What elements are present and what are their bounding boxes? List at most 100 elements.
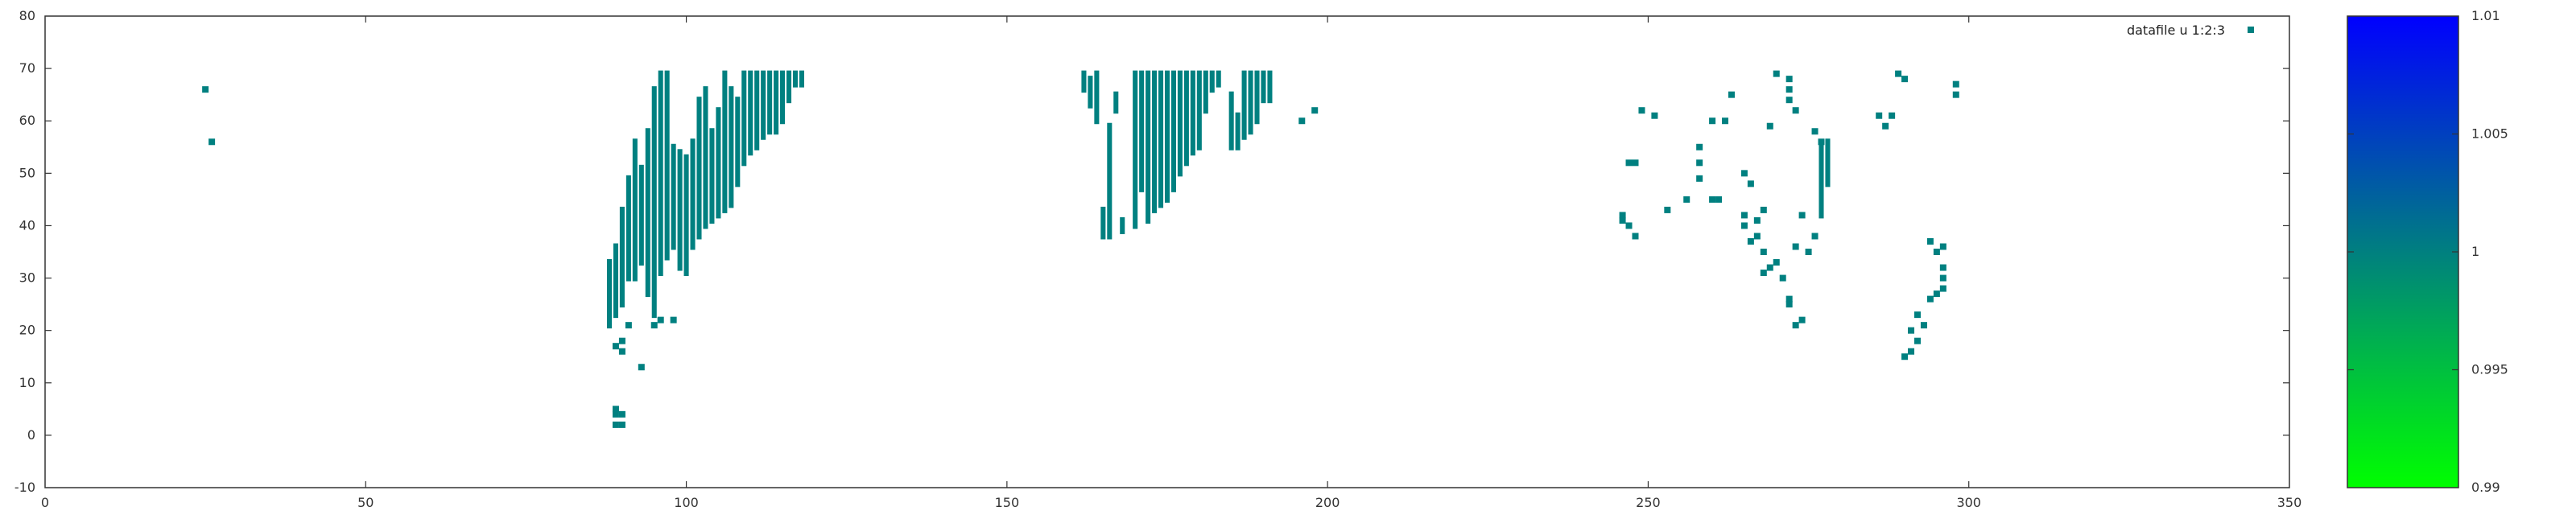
data-point (1811, 233, 1818, 240)
data-point (1811, 128, 1818, 135)
data-point (1740, 222, 1748, 229)
data-point-run (696, 97, 702, 240)
data-point-run (1081, 70, 1087, 93)
data-point (1740, 170, 1748, 177)
data-point (1901, 353, 1909, 360)
data-point (1913, 337, 1921, 344)
data-point (1632, 233, 1639, 240)
data-point (638, 364, 645, 371)
data-point-run (1152, 70, 1158, 213)
data-point-run (1139, 70, 1145, 192)
y-tick-label: 80 (19, 8, 35, 23)
data-point (1785, 76, 1793, 83)
data-point (670, 316, 677, 323)
data-point-run (780, 70, 786, 125)
data-point-run (1133, 70, 1138, 229)
data-point-run (645, 128, 650, 298)
data-point-run (1818, 143, 1824, 219)
data-point-run (1183, 70, 1189, 167)
data-point (1728, 91, 1735, 98)
data-point-run (1190, 70, 1195, 156)
x-tick-label: 200 (1315, 495, 1340, 510)
data-point (1664, 206, 1671, 213)
colorbar-tick-label: 0.99 (2471, 480, 2500, 495)
data-point-run (1254, 70, 1260, 125)
data-point (1760, 249, 1767, 255)
data-point-run (722, 70, 728, 213)
colorbar-tick-label: 1 (2471, 244, 2479, 259)
data-point (1952, 80, 1959, 88)
data-point-run (1825, 138, 1831, 187)
data-point (1696, 159, 1703, 167)
data-point (1889, 112, 1896, 119)
data-point-run (1088, 76, 1093, 109)
colorbar-tick-label: 1.005 (2471, 126, 2508, 142)
data-point (1311, 107, 1319, 114)
data-point (1651, 112, 1658, 119)
data-point (1939, 264, 1946, 271)
data-point-run (1267, 70, 1273, 104)
data-point (618, 421, 625, 428)
data-point-run (619, 206, 625, 308)
data-point-run (1216, 70, 1221, 88)
data-point (1913, 311, 1921, 319)
data-point (1785, 97, 1793, 104)
data-point-run (1146, 70, 1151, 224)
data-point-run (651, 86, 657, 319)
data-point (1709, 117, 1716, 125)
data-point (208, 138, 216, 146)
data-point (1298, 117, 1306, 125)
data-point (1908, 327, 1915, 334)
data-point-run (741, 70, 747, 167)
data-point (618, 410, 625, 418)
data-point-run (1235, 112, 1241, 150)
data-point-run (1196, 70, 1202, 150)
data-point (1908, 348, 1915, 355)
data-point (1939, 285, 1946, 292)
data-point (1683, 196, 1690, 203)
data-point (1747, 180, 1754, 187)
data-point (1760, 206, 1767, 213)
data-point-run (1107, 122, 1113, 240)
x-tick-label: 100 (674, 495, 699, 510)
data-point-run (792, 70, 799, 88)
y-tick-label: 70 (19, 60, 35, 76)
data-point-run (767, 70, 773, 135)
legend-entry-label: datafile u 1:2:3 (2127, 23, 2225, 38)
data-point-run (638, 164, 644, 266)
data-point (202, 86, 209, 93)
data-point-run (658, 70, 663, 277)
data-point-run (1158, 70, 1164, 208)
data-point-run (1209, 70, 1215, 93)
data-point-run (1203, 70, 1208, 114)
data-point (657, 316, 664, 323)
data-point (1805, 249, 1812, 255)
data-point-run (671, 143, 676, 250)
data-point (1876, 112, 1883, 119)
data-point-run (1120, 216, 1125, 234)
data-point-run (1164, 70, 1170, 203)
data-point (1798, 316, 1806, 323)
data-point (1901, 76, 1909, 83)
data-point-run (664, 70, 670, 261)
x-tick-label: 0 (41, 495, 49, 510)
data-point-run (716, 107, 721, 219)
data-point-run (1241, 70, 1247, 140)
data-point-run (703, 86, 708, 229)
colorbar: 0.99 0.995 1 1.005 1.01 (2347, 8, 2508, 495)
data-point (1753, 233, 1761, 240)
y-tick-label: 40 (19, 217, 35, 233)
data-point-run (677, 149, 683, 271)
data-point (1773, 70, 1780, 77)
y-tick-label: 20 (19, 323, 35, 338)
colorbar-tick-label: 0.995 (2471, 362, 2508, 377)
data-point (1715, 196, 1723, 203)
data-point (1709, 196, 1716, 203)
data-point (618, 337, 625, 344)
data-point-run (683, 154, 689, 277)
data-point (1753, 216, 1761, 224)
colorbar-ticks: 0.99 0.995 1 1.005 1.01 (2347, 8, 2508, 495)
y-tick-label: 10 (19, 375, 35, 390)
data-point (1625, 159, 1633, 167)
